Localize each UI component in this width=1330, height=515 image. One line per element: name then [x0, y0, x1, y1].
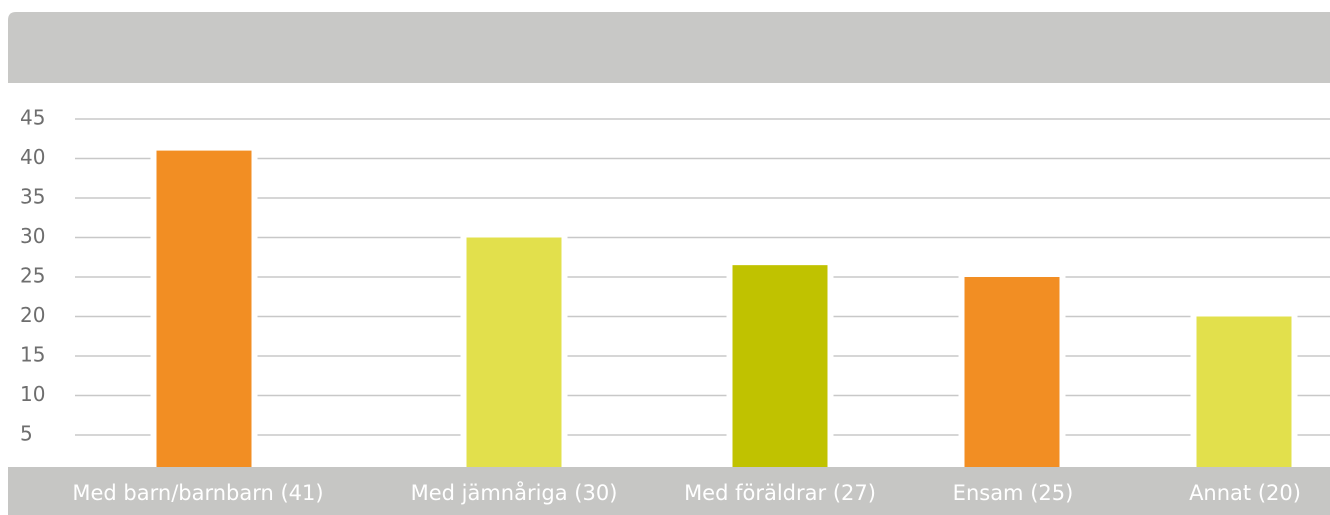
bars [150, 144, 1298, 475]
x-tick-label: Med jämnåriga (30) [411, 480, 618, 505]
x-tick-label: Annat (20) [1189, 481, 1301, 505]
bar [964, 277, 1060, 475]
x-tick-label: Ensam (25) [953, 481, 1074, 505]
y-tick-label: 5 [20, 422, 33, 446]
bar [1196, 316, 1292, 475]
labels: Med barn/barnbarn (41) Med jämnåriga (30)… [72, 480, 1301, 505]
y-tick-label: 10 [20, 382, 45, 406]
x-tick-label: Med föräldrar (27) [684, 481, 876, 505]
y-tick-label: 30 [20, 224, 45, 248]
y-tick-label: 25 [20, 264, 45, 288]
y-tick-label: 35 [20, 185, 45, 209]
y-tick-label: 45 [20, 106, 45, 130]
y-tick-label: 15 [20, 343, 45, 367]
bar [732, 265, 828, 475]
grid: 5 10 15 20 25 30 35 40 45 [20, 106, 1330, 446]
bar [466, 237, 562, 475]
y-tick-label: 40 [20, 145, 45, 169]
x-tick-label: Med barn/barnbarn (41) [72, 481, 323, 505]
bar [156, 150, 252, 475]
y-tick-label: 20 [20, 303, 45, 327]
category-band [8, 467, 1330, 515]
header-bar [8, 12, 1330, 83]
